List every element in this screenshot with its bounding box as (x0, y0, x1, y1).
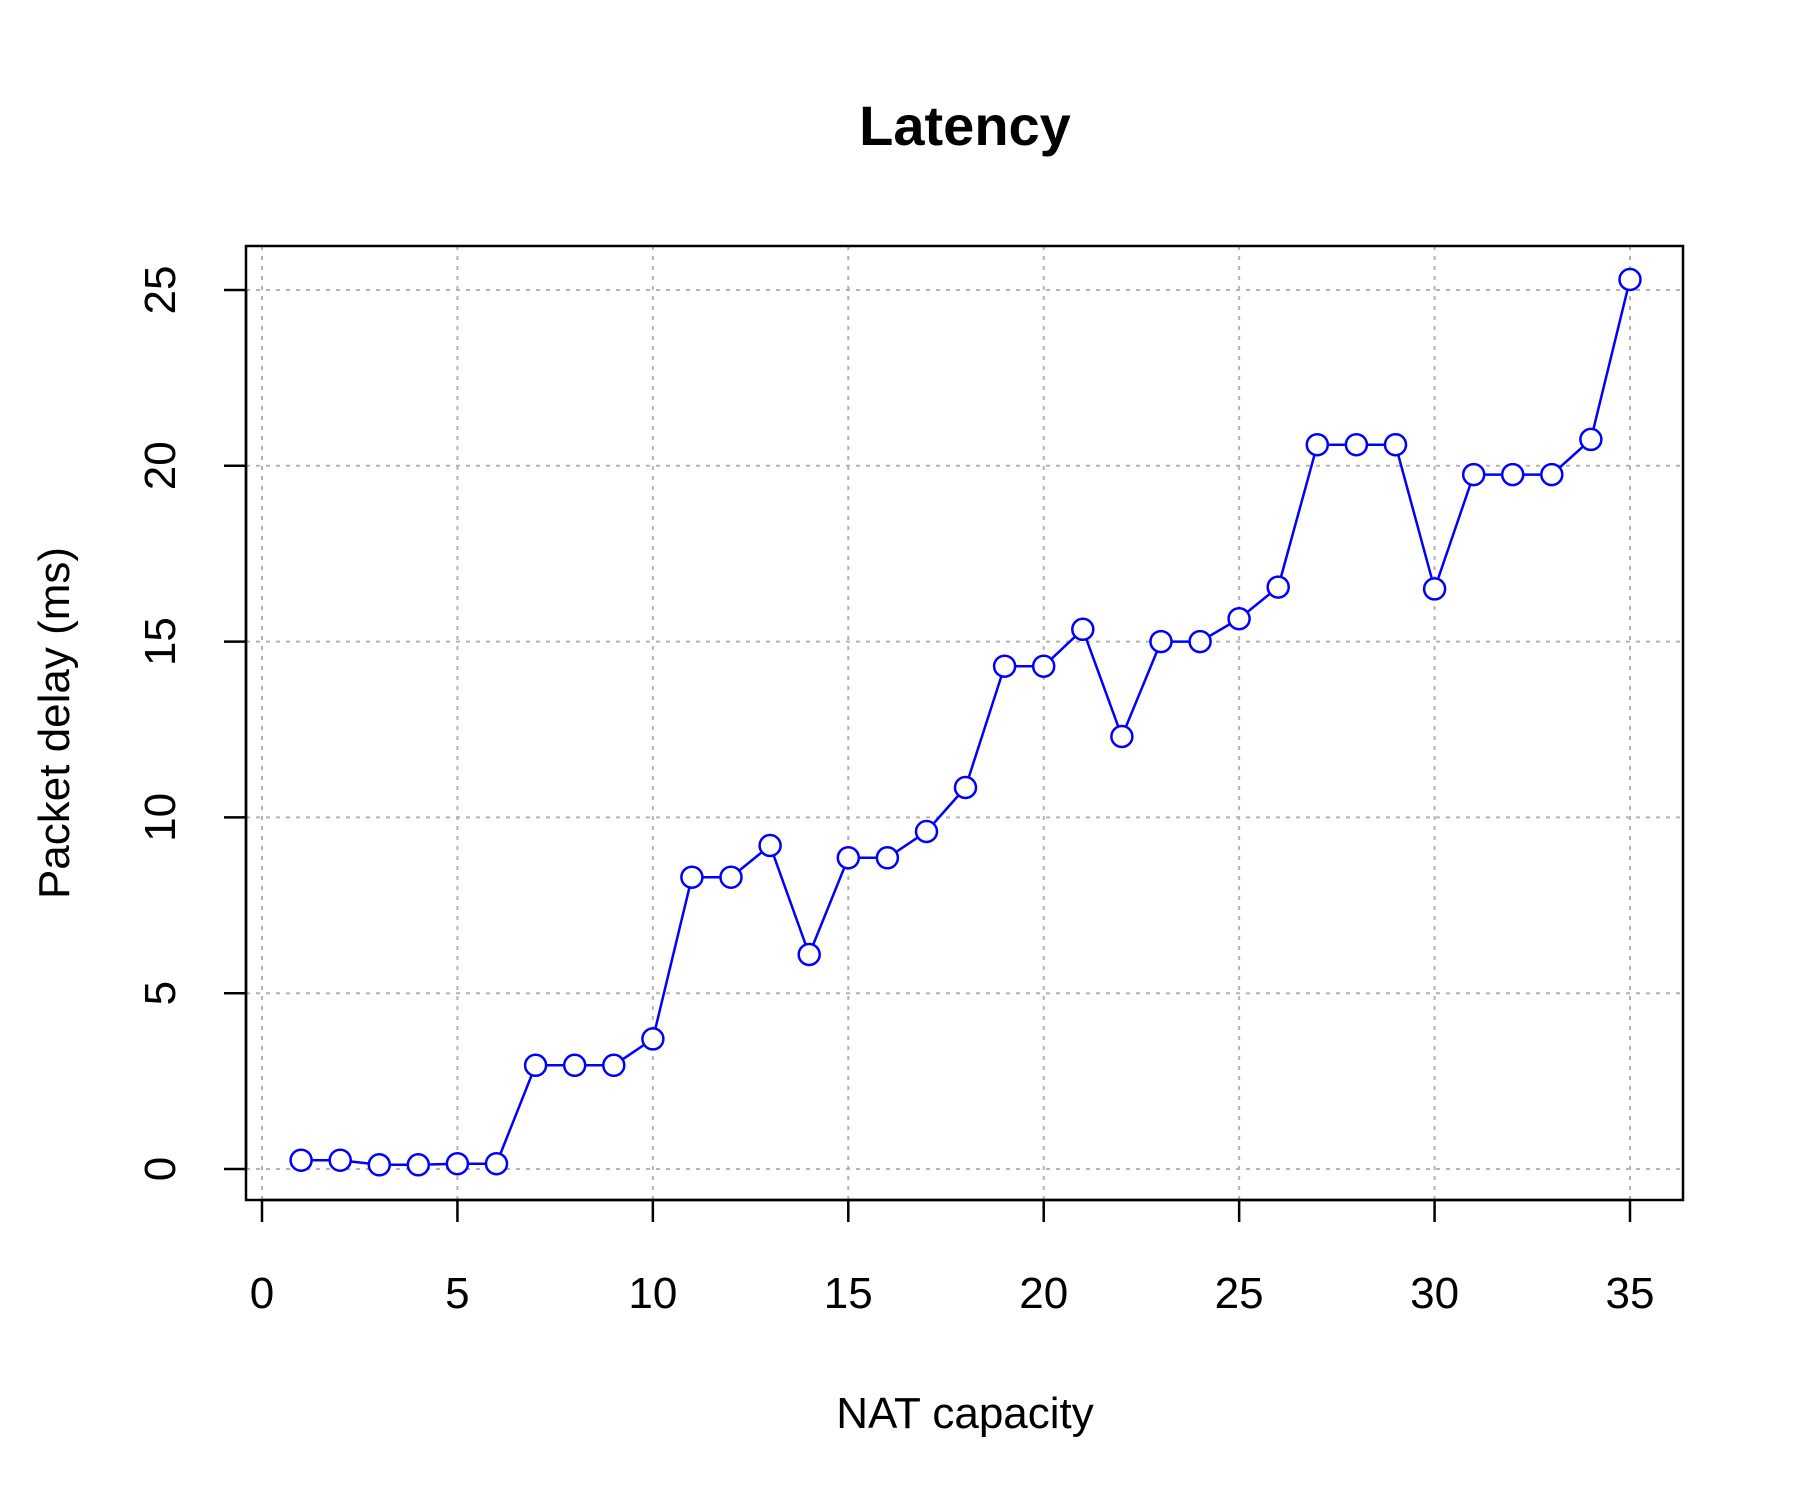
x-tick-label: 10 (628, 1269, 677, 1318)
y-tick-label: 20 (136, 441, 185, 490)
x-tick-label: 35 (1606, 1269, 1655, 1318)
y-tick-label: 0 (136, 1157, 185, 1181)
data-point (680, 865, 704, 889)
data-point (1461, 462, 1486, 487)
data-point (641, 1027, 665, 1051)
x-tick-label: 25 (1215, 1269, 1264, 1318)
data-point (1266, 575, 1290, 599)
axes: 0 5 10 15 20 25 30 35 0 5 10 15 20 25 (136, 244, 1685, 1318)
chart-title: Latency (859, 94, 1071, 157)
y-axis-label: Packet delay (ms) (30, 547, 79, 899)
y-tick-label: 25 (136, 266, 185, 315)
data-point (1579, 427, 1603, 452)
data-point (406, 1153, 431, 1177)
data-point (1071, 617, 1095, 642)
data-point (562, 1053, 587, 1078)
data-point (602, 1053, 626, 1078)
data-point (992, 654, 1017, 678)
data-point (523, 1053, 548, 1078)
data-point (1305, 432, 1330, 457)
data-point (289, 1148, 313, 1172)
series-line (301, 279, 1632, 1167)
data-point (1031, 654, 1056, 678)
data-point (719, 865, 743, 889)
data-point (1383, 432, 1408, 457)
data-point (758, 833, 782, 858)
data-point (1227, 606, 1251, 631)
data-point (445, 1151, 470, 1176)
data-point (328, 1148, 352, 1172)
data-point (1149, 629, 1173, 654)
data-point (1618, 267, 1642, 292)
data-point (797, 942, 821, 967)
data-point (1110, 724, 1134, 749)
x-tick-label: 5 (445, 1269, 469, 1318)
y-tick-label: 15 (136, 617, 185, 666)
plot-frame (244, 244, 1685, 1202)
data-point (1500, 462, 1525, 487)
x-tick-label: 15 (824, 1269, 873, 1318)
y-tick-label: 10 (136, 793, 185, 842)
data-point (1188, 629, 1212, 654)
data-series (289, 267, 1642, 1177)
data-point (1422, 577, 1447, 601)
x-tick-label: 0 (250, 1269, 274, 1318)
x-tick-label: 30 (1410, 1269, 1459, 1318)
data-point (484, 1151, 509, 1176)
data-point (367, 1153, 392, 1177)
data-point (1540, 462, 1564, 487)
y-tick-label: 5 (136, 981, 185, 1005)
data-point (836, 846, 861, 870)
data-point (953, 775, 978, 800)
x-tick-label: 20 (1019, 1269, 1068, 1318)
grid-lines (246, 246, 1683, 1200)
data-point (875, 846, 900, 870)
data-point (914, 819, 939, 844)
data-point (1344, 432, 1369, 457)
x-axis-label: NAT capacity (836, 1389, 1094, 1438)
